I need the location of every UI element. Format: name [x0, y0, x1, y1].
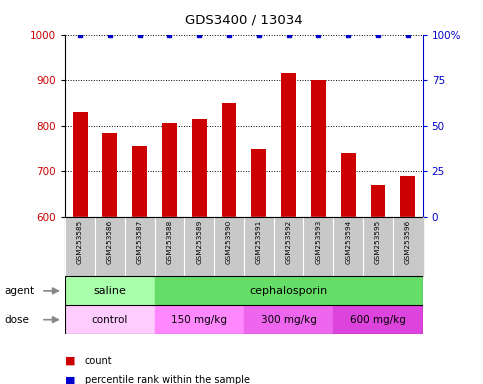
Bar [222, 103, 237, 217]
Text: percentile rank within the sample: percentile rank within the sample [85, 375, 250, 384]
Bar [72, 112, 87, 217]
Text: GSM253589: GSM253589 [196, 220, 202, 264]
Bar [311, 80, 326, 217]
Bar [65, 276, 155, 305]
Bar [155, 276, 423, 305]
Text: GSM253586: GSM253586 [107, 220, 113, 264]
Bar [341, 153, 355, 217]
Bar [162, 124, 177, 217]
Text: 300 mg/kg: 300 mg/kg [261, 314, 316, 325]
Text: cephalosporin: cephalosporin [249, 286, 328, 296]
Text: ■: ■ [65, 375, 76, 384]
Bar [65, 305, 155, 334]
Text: GSM253594: GSM253594 [345, 220, 351, 264]
Bar [251, 149, 266, 217]
Text: 600 mg/kg: 600 mg/kg [350, 314, 406, 325]
Text: GSM253585: GSM253585 [77, 220, 83, 264]
Bar [102, 132, 117, 217]
Text: ■: ■ [65, 356, 76, 366]
Bar [370, 185, 385, 217]
Text: saline: saline [93, 286, 127, 296]
Text: GSM253593: GSM253593 [315, 220, 321, 264]
Text: GSM253595: GSM253595 [375, 220, 381, 264]
Bar [400, 176, 415, 217]
Text: GSM253587: GSM253587 [137, 220, 142, 264]
Text: 150 mg/kg: 150 mg/kg [171, 314, 227, 325]
Text: GSM253588: GSM253588 [167, 220, 172, 264]
Text: GDS3400 / 13034: GDS3400 / 13034 [185, 13, 303, 26]
Bar [192, 119, 207, 217]
Text: count: count [85, 356, 112, 366]
Bar [155, 305, 244, 334]
Text: GSM253590: GSM253590 [226, 220, 232, 264]
Bar [244, 305, 333, 334]
Bar [333, 305, 423, 334]
Text: GSM253596: GSM253596 [405, 220, 411, 264]
Text: control: control [92, 314, 128, 325]
Text: agent: agent [5, 286, 35, 296]
Text: GSM253592: GSM253592 [285, 220, 292, 264]
Text: GSM253591: GSM253591 [256, 220, 262, 264]
Bar [281, 73, 296, 217]
Bar [132, 146, 147, 217]
Text: dose: dose [5, 314, 30, 325]
